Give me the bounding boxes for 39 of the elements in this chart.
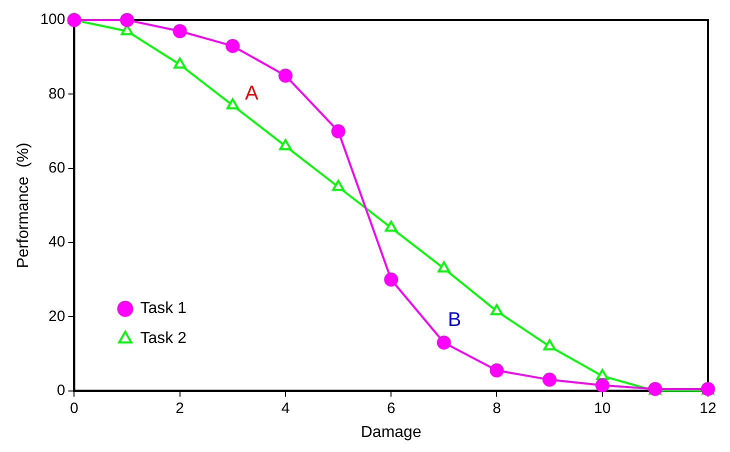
point: [596, 368, 609, 380]
point: [436, 336, 451, 350]
point: [543, 339, 556, 350]
y-tick-label: 60: [48, 159, 66, 176]
point: [490, 304, 503, 316]
x-tick-label: 6: [386, 400, 396, 417]
point: [226, 98, 239, 110]
point: [384, 272, 398, 287]
x-tick-label: 4: [281, 400, 290, 417]
point: [332, 180, 344, 191]
point: [384, 220, 398, 232]
x-axis-title: Damage: [360, 424, 422, 441]
y-tick-label: 80: [48, 85, 66, 102]
point: [120, 13, 134, 27]
annotation: B: [448, 308, 462, 331]
x-tick-label: 8: [492, 400, 501, 417]
point: [438, 261, 450, 272]
y-tick-label: 40: [48, 234, 66, 251]
annotation: A: [245, 82, 260, 105]
y-tick-label: 20: [48, 308, 66, 325]
point: [278, 68, 292, 83]
point: [67, 13, 82, 27]
point: [331, 124, 346, 138]
point: [226, 38, 240, 53]
legend-label: Task 1: [140, 300, 187, 318]
legend-label: Task 2: [140, 330, 187, 348]
x-tick-label: 2: [176, 400, 184, 417]
x-tick-label: 10: [594, 400, 611, 417]
point: [595, 378, 610, 392]
point: [172, 24, 187, 38]
point: [279, 139, 292, 150]
point: [542, 372, 557, 387]
x-tick-label: 12: [700, 400, 716, 417]
point: [490, 363, 504, 378]
y-axis-title: Performance (%): [15, 142, 32, 268]
y-tick-label: 0: [56, 382, 66, 399]
x-tick-label: 0: [70, 400, 78, 417]
point: [174, 57, 186, 68]
y-tick-label: 100: [40, 11, 66, 28]
